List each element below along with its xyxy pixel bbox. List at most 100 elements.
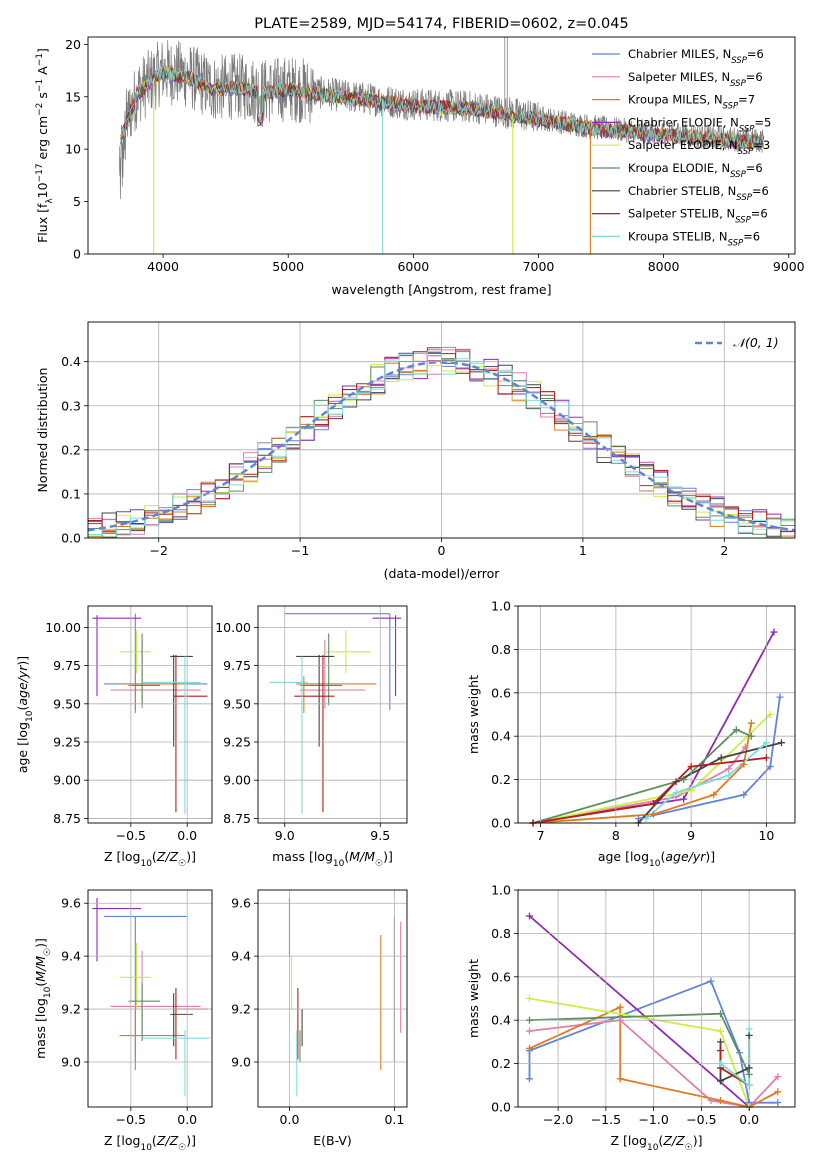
weight-line-chabrier_elodie [528,915,750,1107]
legend-suffix: =6 [752,184,769,198]
x-axis-label: age [log10(age/yr)] [598,849,715,869]
mass_vs_ebv-plot-area [288,897,402,1097]
x-axis-label: Z [log10(Z/Z☉)] [104,1133,196,1153]
label-part: ( [344,849,349,864]
y-tick-label: 0.0 [491,1100,511,1115]
weight-marker-chabrier_miles [766,763,774,771]
x-tick-label: −0.5 [116,828,146,843]
legend-suffix: =3 [753,138,770,152]
label-part: Normed distribution [35,368,50,493]
x-tick-label: −0.5 [686,1112,716,1127]
legend-subscript: SSP [728,238,744,248]
y-tick-label: 1.0 [491,599,511,614]
label-part: age/yr [665,849,706,864]
legend-subscript: SSP [730,170,746,180]
legend-subscript: SSP [738,147,754,157]
label-part: mass weight [466,959,481,1038]
label-part: ☉ [685,1143,693,1153]
y-axis-label: mass [log10(M/M☉)] [33,938,53,1059]
weight-marker-kroupa_stelib [745,1025,753,1033]
weight-marker-kroupa_elodie [732,726,740,734]
weight-line-kroupa_elodie [529,1012,751,1075]
label-part: ☉ [43,948,53,956]
weight-marker-kroupa_stelib [716,1060,724,1068]
label-part: ( [152,1133,157,1148]
legend-label: Chabrier STELIB, N [628,184,736,198]
x-tick-label: 8 [612,828,620,843]
x-tick-label: 5000 [272,259,304,274]
weight-marker-salpeter_elodie [716,1027,724,1035]
weight-marker-chabrier_stelib [745,1031,753,1039]
y-tick-label: 9.4 [61,949,81,964]
y-tick-label: 9.4 [231,949,251,964]
y-tick-label: 0 [73,247,81,262]
axes-frame [257,605,408,824]
x-tick-label: 0 [438,543,446,558]
y-tick-label: 10.00 [45,620,81,635]
legend-subscript: SSP [731,56,747,66]
weight-marker-salpeter_stelib [687,763,695,771]
weight-marker-salpeter_miles [525,1027,533,1035]
weight-marker-salpeter_stelib [762,754,770,762]
label-part: age [log [598,849,649,864]
label-part: 10 [649,859,661,869]
y-axis-label: age [log10(age/yr)] [15,656,35,773]
weight-marker-kroupa_stelib [762,739,770,747]
y-tick-label: 0.6 [491,969,511,984]
y-tick-label: 0.2 [491,1056,511,1071]
y-tick-label: 0.2 [61,442,81,457]
x-tick-label: 1 [579,543,587,558]
weight-line-salpeter_elodie [529,997,751,1107]
y-tick-label: 0.8 [491,926,511,941]
x-tick-label: 7 [537,828,545,843]
label-part: Z/Z [156,1133,179,1148]
x-tick-label: 0.0 [177,1112,197,1127]
weight-marker-kroupa_elodie [680,776,688,784]
weight-marker-kroupa_miles [774,1088,782,1096]
legend-entry: Salpeter MILES, NSSP=6 [628,70,763,89]
label-part: )] [186,849,196,864]
legend-subscript: SSP [736,193,752,203]
legend-suffix: =6 [747,47,764,61]
weight-marker-salpeter_miles [707,1096,715,1104]
weight-marker-kroupa_stelib [672,789,680,797]
label-part: ( [152,849,157,864]
axes-frame [257,889,408,1108]
label-part: 10 [333,859,345,869]
y-tick-label: 9.6 [231,896,251,911]
weight-line-salpeter_miles [532,746,747,823]
weight-marker-salpeter_stelib [649,799,657,807]
legend-suffix: =6 [746,161,763,175]
x-axis-label: E(B-V) [313,1133,352,1148]
spectrum-plot-area [118,37,764,254]
y-tick-label: 0.4 [61,354,81,369]
label-part: 10 [43,986,53,998]
x-axis-label: wavelength [Angstrom, rest frame] [331,282,551,297]
y-tick-label: 0.1 [61,486,81,501]
label-part: )] [15,656,30,666]
y-tick-label: 0.2 [491,772,511,787]
legend-entry: Salpeter STELIB, NSSP=6 [628,207,768,226]
label-part: ☉ [178,859,186,869]
weight-marker-chabrier_miles [736,1049,744,1057]
y-axis-label: mass weight [466,675,481,754]
y-tick-label: 5 [73,194,81,209]
y-tick-label: 9.00 [223,773,251,788]
legend-label: Kroupa STELIB, N [628,229,728,243]
label-part: ( [658,1133,663,1148]
legend-suffix: =6 [751,207,768,221]
x-tick-label: 9000 [773,259,805,274]
y-tick-label: 9.6 [61,896,81,911]
legend-label: Kroupa ELODIE, N [628,161,730,175]
legend-suffix: =7 [738,93,755,107]
label-part: −17 [35,163,45,182]
x-axis-label: mass [log10(M/M☉)] [272,849,393,869]
weight-marker-chabrier_miles [740,791,748,799]
y-tick-label: 9.0 [61,1055,81,1070]
label-part: −1 [35,53,45,66]
axes-frame [517,605,796,824]
label-part: M/M [349,849,375,864]
legend-label: Chabrier MILES, N [628,47,731,61]
label-part: M/M [33,956,48,982]
